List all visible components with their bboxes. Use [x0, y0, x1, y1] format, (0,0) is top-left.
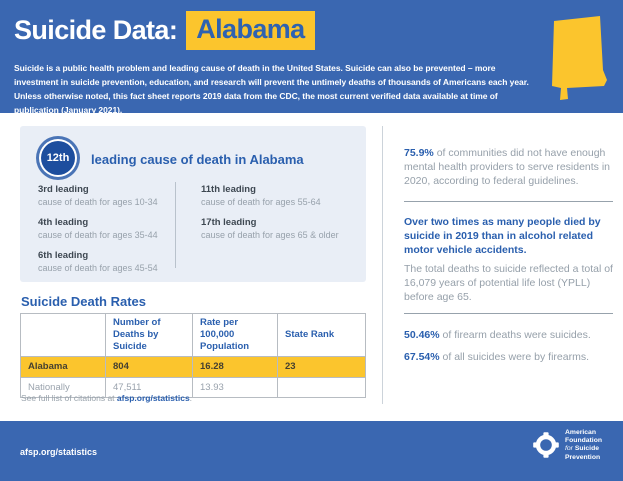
- cell-deaths: 804: [105, 355, 193, 378]
- cell-rank: [277, 376, 366, 398]
- rank-item: 3rd leading cause of death for ages 10-3…: [38, 184, 158, 208]
- table-row-alabama: Alabama 804 16.28 23: [20, 355, 366, 378]
- stat-text: of all suicides were by firearms.: [439, 351, 590, 363]
- title-text: Suicide Data:: [14, 15, 178, 45]
- rank-item: 4th leading cause of death for ages 35-4…: [38, 217, 158, 241]
- rank-item-subtitle: cause of death for ages 55-64: [201, 197, 321, 207]
- page-title: Suicide Data: Alabama: [14, 11, 315, 50]
- rank-item-title: 11th leading: [201, 184, 256, 195]
- afsp-logo-icon: [533, 432, 559, 459]
- stat-suicides-by-firearm: 67.54% of all suicides were by firearms.: [404, 350, 622, 364]
- table-header-blank: [20, 313, 106, 357]
- logo-line: Foundation: [565, 437, 602, 445]
- state-name-chip: Alabama: [186, 11, 315, 50]
- rank-item-subtitle: cause of death for ages 45-54: [38, 263, 158, 273]
- afsp-logo: American Foundation for Suicide Preventi…: [533, 429, 602, 462]
- rank-list-right: 11th leading cause of death for ages 55-…: [201, 184, 339, 250]
- citation-line: See full list of citations at afsp.org/s…: [21, 393, 192, 403]
- rank-item-subtitle: cause of death for ages 65 & older: [201, 230, 339, 240]
- table-header-deaths: Number of Deaths by Suicide: [105, 313, 193, 357]
- logo-line-for: for: [565, 445, 573, 453]
- afsp-logo-text: American Foundation for Suicide Preventi…: [565, 429, 602, 462]
- logo-line: for Suicide: [565, 445, 602, 453]
- logo-line-rest: Suicide: [572, 445, 599, 453]
- table-header-rate: Rate per 100,000 Population: [192, 313, 278, 357]
- rank-item: 11th leading cause of death for ages 55-…: [201, 184, 339, 208]
- cell-state-label: Nationally: [20, 376, 106, 398]
- cell-rate: 16.28: [192, 355, 278, 378]
- rank-item-subtitle: cause of death for ages 10-34: [38, 197, 158, 207]
- stat-value: 50.46%: [404, 329, 440, 341]
- table-header-rank: State Rank: [277, 313, 366, 357]
- card-heading: leading cause of death in Alabama: [91, 152, 304, 167]
- cell-rate: 13.93: [192, 376, 278, 398]
- cell-rank: 23: [277, 355, 366, 378]
- stat-value: 67.54%: [404, 351, 440, 363]
- cell-deaths: 47,511: [105, 376, 193, 398]
- stat-alcohol-comparison: Over two times as many people died by su…: [404, 216, 601, 256]
- logo-line: American: [565, 429, 596, 436]
- table-row-nationally: Nationally 47,511 13.93: [20, 376, 366, 398]
- rank-item-title: 4th leading: [38, 217, 89, 228]
- citation-link[interactable]: afsp.org/statistics: [116, 393, 190, 403]
- rank-item-title: 6th leading: [38, 250, 89, 261]
- horizontal-divider: [404, 313, 613, 314]
- footer-url: afsp.org/statistics: [20, 447, 98, 457]
- vertical-divider: [175, 182, 176, 268]
- cell-state-label: Alabama: [20, 355, 106, 378]
- rank-badge: 12th: [41, 141, 75, 175]
- stat-text: of firearm deaths were suicides.: [439, 329, 591, 341]
- rank-item: 6th leading cause of death for ages 45-5…: [38, 250, 158, 274]
- header-banner: Suicide Data: Alabama Suicide is a publi…: [0, 0, 623, 115]
- horizontal-divider: [404, 201, 613, 202]
- rank-item-title: 3rd leading: [38, 184, 89, 195]
- rank-list-left: 3rd leading cause of death for ages 10-3…: [38, 184, 158, 283]
- table-title: Suicide Death Rates: [21, 294, 146, 309]
- rank-item-title: 17th leading: [201, 217, 257, 228]
- footer-banner: afsp.org/statistics American Foundation …: [0, 421, 623, 481]
- stat-firearm-deaths: 50.46% of firearm deaths were suicides.: [404, 328, 622, 342]
- alabama-state-icon: [552, 16, 607, 100]
- stat-value: 75.9%: [404, 147, 434, 159]
- stat-mental-health-providers: 75.9% of communities did not have enough…: [404, 146, 622, 188]
- rank-item-subtitle: cause of death for ages 35-44: [38, 230, 158, 240]
- intro-paragraph: Suicide is a public health problem and l…: [14, 63, 529, 116]
- leading-cause-card: 12th leading cause of death in Alabama 3…: [20, 126, 366, 282]
- table-header-row: Number of Deaths by Suicide Rate per 100…: [20, 313, 366, 357]
- citation-suffix: .: [189, 393, 193, 403]
- rank-item: 17th leading cause of death for ages 65 …: [201, 217, 339, 241]
- logo-line: Prevention: [565, 453, 601, 461]
- stat-ypll: The total deaths to suicide reflected a …: [404, 263, 613, 303]
- column-divider: [382, 126, 383, 404]
- citation-prefix: See full list of citations at: [21, 393, 117, 403]
- stat-text: of communities did not have enough menta…: [404, 147, 611, 187]
- death-rates-table: Number of Deaths by Suicide Rate per 100…: [20, 313, 366, 398]
